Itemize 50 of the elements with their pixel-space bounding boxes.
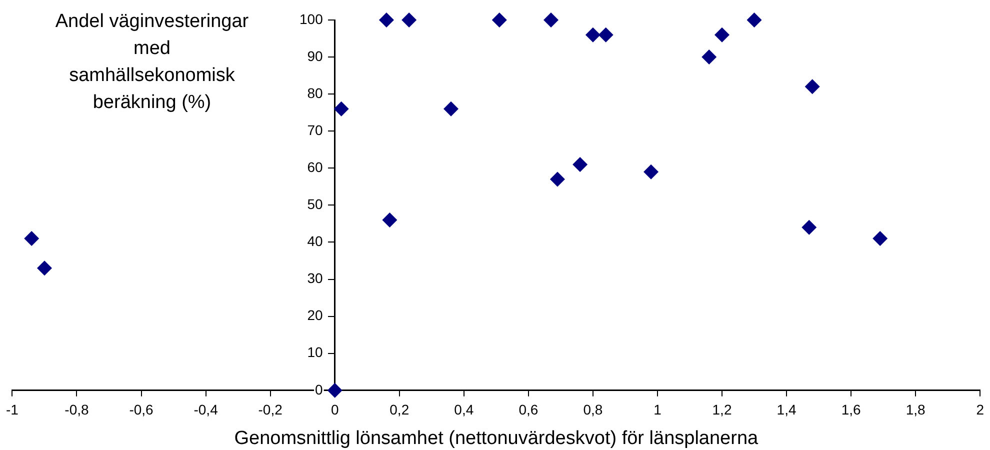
x-tick-label: 0,8 (583, 402, 603, 418)
y-tick-label: 50 (307, 196, 324, 212)
point (334, 101, 349, 116)
point (550, 172, 565, 187)
x-axis-title: Genomsnittlig lönsamhet (nettonuvärdeskvot) för länsplanerna (234, 428, 759, 449)
point (585, 27, 600, 42)
x-tick-label: 1,6 (841, 402, 861, 418)
x-tick-label: -1 (6, 402, 19, 418)
x-tick-label: 0,2 (390, 402, 410, 418)
point (24, 231, 40, 246)
y-tick-label: 100 (299, 10, 324, 27)
y-tick-label: 60 (307, 159, 324, 176)
point (402, 12, 417, 28)
y-axis-title: Andel väginvesteringar med samhällsekonomisk beräkning (%) (54, 10, 250, 115)
x-tick-label: -0,6 (129, 402, 154, 418)
y-tick-label: 0 (315, 381, 324, 398)
y-tick-label: 40 (307, 233, 324, 250)
point (572, 156, 588, 172)
x-tick-label: 1,4 (776, 402, 796, 418)
point (444, 101, 458, 116)
point (714, 27, 730, 42)
point (378, 12, 394, 28)
x-tick-label: -0,2 (258, 402, 283, 418)
point (802, 220, 817, 235)
point (544, 12, 559, 28)
y-tick-label: 90 (307, 48, 324, 64)
x-tick-label: 2 (976, 402, 984, 418)
point (804, 79, 820, 94)
point (702, 50, 717, 65)
y-tick-label: 80 (307, 84, 324, 101)
x-tick-label: 0,6 (518, 402, 538, 418)
y-tick-label: 20 (307, 307, 324, 324)
point (492, 12, 507, 28)
point (746, 12, 762, 28)
x-tick-label: 1 (654, 402, 662, 418)
x-tick-label: 0,4 (454, 402, 474, 418)
y-tick-label: 10 (307, 344, 324, 360)
x-tick-label: -0,8 (64, 402, 90, 418)
point (382, 212, 398, 228)
x-tick-label: 0 (330, 402, 339, 418)
point (36, 260, 52, 276)
point (644, 164, 659, 180)
y-tick-label: 70 (307, 122, 324, 138)
y-tick-label: 30 (307, 270, 324, 286)
x-tick-label: 1,8 (906, 402, 926, 418)
point (327, 382, 342, 398)
point (872, 231, 888, 246)
x-tick-label: 1,2 (712, 402, 732, 418)
x-tick-label: -0,4 (194, 402, 218, 418)
point (598, 27, 614, 42)
